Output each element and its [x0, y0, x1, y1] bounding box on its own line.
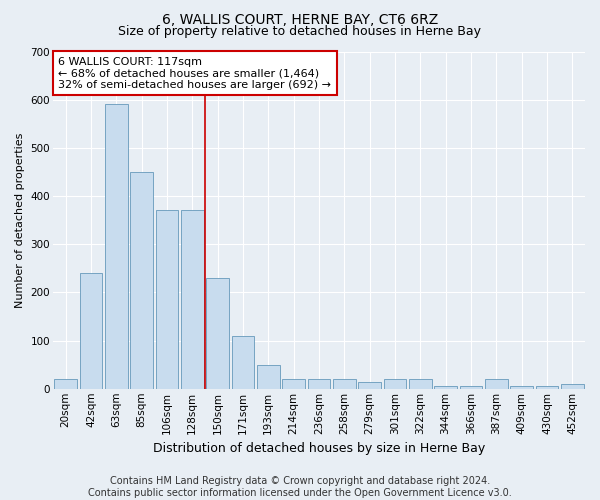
Text: Size of property relative to detached houses in Herne Bay: Size of property relative to detached ho…	[119, 25, 482, 38]
Bar	[54, 379, 77, 389]
Bar	[308, 379, 331, 389]
Bar	[333, 379, 356, 389]
Bar	[130, 172, 153, 389]
Bar	[155, 210, 178, 389]
Bar	[282, 379, 305, 389]
Bar	[358, 382, 381, 389]
Bar	[485, 379, 508, 389]
Bar	[105, 104, 128, 389]
Bar	[409, 379, 432, 389]
Bar	[206, 278, 229, 389]
Bar	[434, 386, 457, 389]
X-axis label: Distribution of detached houses by size in Herne Bay: Distribution of detached houses by size …	[153, 442, 485, 455]
Bar	[181, 210, 204, 389]
Text: 6, WALLIS COURT, HERNE BAY, CT6 6RZ: 6, WALLIS COURT, HERNE BAY, CT6 6RZ	[162, 12, 438, 26]
Bar	[257, 364, 280, 389]
Bar	[232, 336, 254, 389]
Bar	[536, 386, 559, 389]
Text: 6 WALLIS COURT: 117sqm
← 68% of detached houses are smaller (1,464)
32% of semi-: 6 WALLIS COURT: 117sqm ← 68% of detached…	[58, 56, 331, 90]
Bar	[80, 273, 103, 389]
Text: Contains HM Land Registry data © Crown copyright and database right 2024.
Contai: Contains HM Land Registry data © Crown c…	[88, 476, 512, 498]
Bar	[510, 386, 533, 389]
Bar	[561, 384, 584, 389]
Bar	[460, 386, 482, 389]
Bar	[383, 379, 406, 389]
Y-axis label: Number of detached properties: Number of detached properties	[15, 132, 25, 308]
